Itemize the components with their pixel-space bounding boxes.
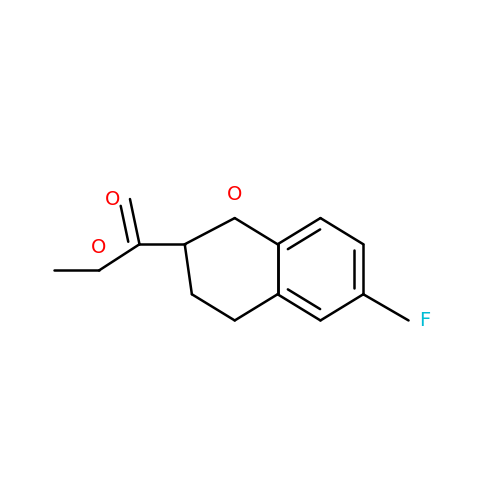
Text: O: O	[91, 238, 107, 257]
Text: F: F	[419, 311, 430, 330]
Text: O: O	[105, 190, 120, 208]
Text: O: O	[227, 185, 242, 204]
